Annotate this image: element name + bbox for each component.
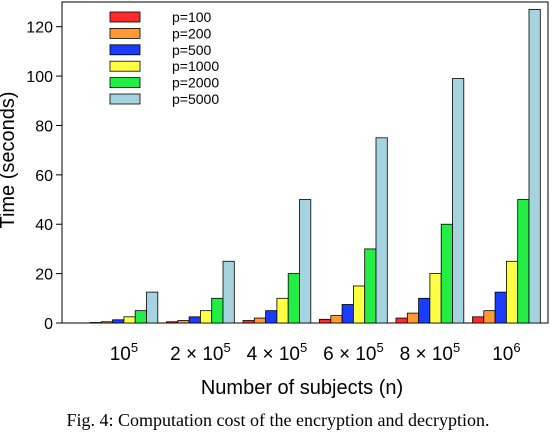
legend-label: p=2000 [172, 75, 219, 91]
bar-p-2000 [364, 248, 377, 324]
bar-p-2000 [287, 273, 300, 324]
bar-p-100 [242, 320, 255, 324]
y-tick-label: 120 [26, 20, 53, 37]
legend-swatch [109, 60, 141, 72]
bar-p-5000 [375, 137, 388, 324]
bar-p-5000 [299, 199, 312, 324]
bar-p-500 [494, 291, 507, 324]
bar-p-500 [265, 310, 278, 324]
y-tick-label: 80 [35, 118, 53, 135]
bar-p-1000 [352, 285, 366, 324]
legend-label: p=200 [172, 25, 212, 41]
figure-caption: Fig. 4: Computation cost of the encrypti… [66, 410, 490, 430]
bar-p-500 [112, 319, 125, 324]
y-tick-label: 60 [35, 168, 53, 185]
bar-p-500 [341, 304, 354, 324]
x-tick-label: 106 [492, 340, 520, 365]
bar-p-100 [472, 316, 485, 324]
y-tick-label: 20 [35, 267, 53, 284]
bar-p-200 [483, 310, 496, 324]
y-tick-label: 0 [44, 316, 53, 333]
legend-swatch [109, 27, 141, 39]
legend-label: p=5000 [172, 91, 219, 107]
bar-p-100 [89, 322, 102, 324]
legend-label: p=100 [172, 9, 212, 25]
y-tick-label: 40 [35, 217, 53, 234]
bar-p-200 [177, 320, 190, 324]
bar-p-5000 [452, 78, 465, 324]
bar-p-200 [330, 315, 343, 324]
bar-p-500 [418, 297, 431, 324]
legend-swatch [109, 77, 141, 88]
bar-p-100 [395, 317, 408, 324]
x-tick-label: 8 × 105 [400, 340, 461, 365]
bar-p-200 [406, 312, 419, 324]
bar-p-5000 [528, 9, 541, 324]
x-tick-label: 105 [110, 340, 138, 365]
bar-p-100 [166, 321, 179, 324]
bar-p-500 [188, 316, 201, 324]
bar-p-2000 [211, 297, 224, 324]
x-axis-label: Number of subjects (n) [201, 377, 403, 399]
bar-p-1000 [199, 310, 213, 324]
bar-p-1000 [123, 316, 136, 324]
legend-swatch [109, 93, 141, 105]
bar-p-1000 [276, 297, 289, 324]
bar-p-100 [319, 318, 332, 324]
y-axis-label: Time (seconds) [0, 91, 19, 228]
bar-p-1000 [429, 273, 442, 324]
legend-swatch [109, 44, 141, 56]
bar-p-5000 [146, 291, 159, 324]
bar-p-5000 [222, 260, 235, 324]
bar-p-2000 [440, 223, 453, 324]
bar-p-200 [100, 321, 114, 324]
legend-label: p=500 [172, 42, 212, 58]
bar-p-1000 [505, 260, 519, 324]
bar-p-2000 [134, 310, 147, 324]
x-tick-label: 2 × 105 [170, 340, 231, 365]
x-tick-label: 6 × 105 [323, 340, 384, 365]
legend-swatch [109, 11, 141, 23]
y-tick-label: 100 [26, 69, 53, 86]
bar-p-2000 [517, 199, 530, 324]
legend-label: p=1000 [172, 58, 219, 74]
x-tick-label: 4 × 105 [247, 340, 308, 365]
plot-area: 0 20 40 60 80 100 120 105 2 × 105 4 × 105 6 × 105 8… [26, 1, 549, 365]
bar-p-200 [253, 317, 267, 324]
